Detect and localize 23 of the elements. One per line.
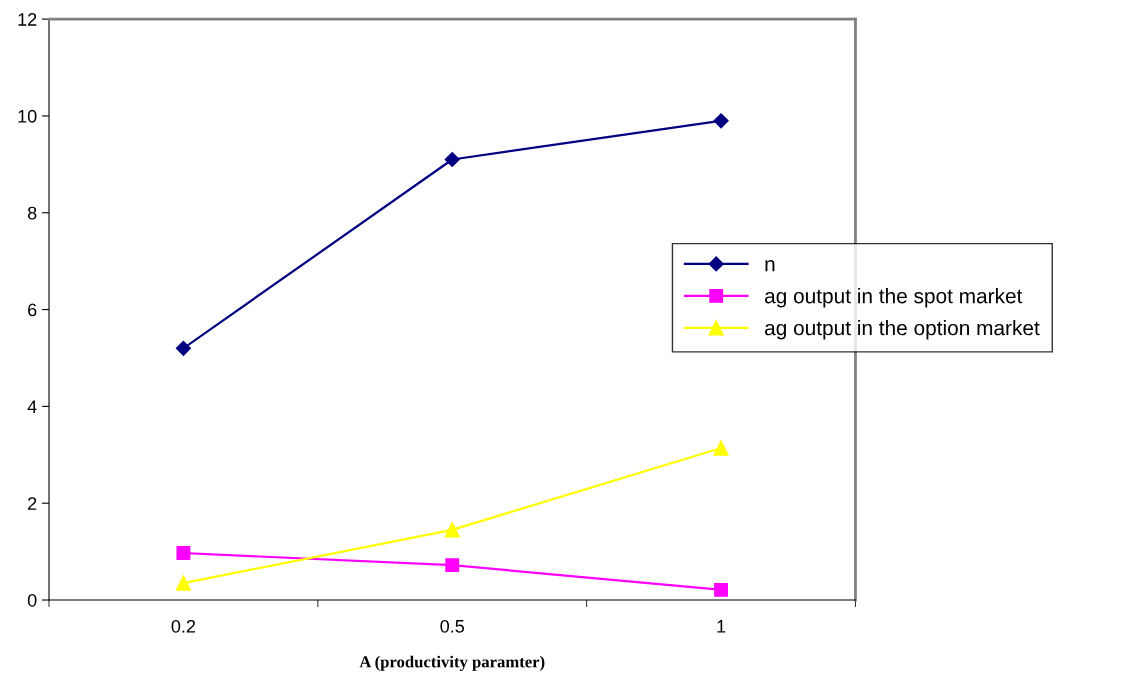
y-tick-label: 2 [28,497,37,510]
x-tick-label: 0.5 [440,619,465,633]
y-tick-label: 6 [28,303,37,317]
legend-label: ag output in the option market [765,320,1040,340]
point [444,522,460,538]
point [445,558,460,573]
y-tick-label: 12 [18,13,37,26]
point [444,151,460,168]
y-tick-label: 8 [27,206,37,220]
point [713,440,729,456]
point [713,113,729,129]
x-tick-label: 1 [717,620,726,633]
point [714,582,729,597]
y-tick-label: 4 [27,400,37,413]
y-tick-label: 10 [18,109,37,123]
x-tick-label: 0.2 [171,619,196,633]
legend-label: ag output in the spot market [765,288,1023,308]
legend-label: n [765,260,775,272]
y-tick-label: 0 [27,593,37,607]
point [176,546,191,561]
point [175,575,192,591]
x-axis-title: A (productivity paramter) [359,655,545,671]
point [175,340,191,356]
